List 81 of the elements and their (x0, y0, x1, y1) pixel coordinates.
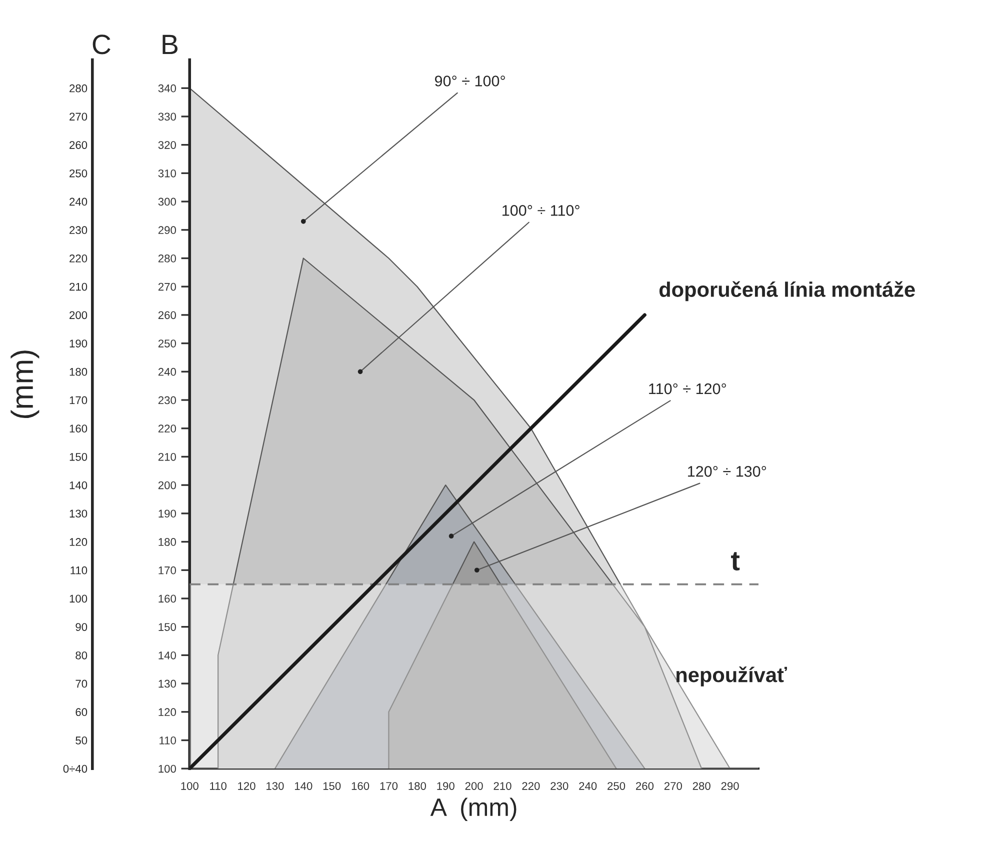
y-tick-label: 290 (158, 226, 176, 234)
x-tick-label: 180 (408, 782, 426, 790)
y2-tick-label: 160 (70, 424, 88, 432)
y-tick-label: 200 (158, 481, 176, 490)
y-tick-label: 310 (158, 169, 176, 178)
annotation: 110° ÷ 120° (649, 383, 726, 394)
y2-tick-label: 250 (70, 169, 88, 178)
x-tick-label: 250 (608, 782, 626, 790)
y-tick-label: 240 (158, 368, 176, 376)
x-tick-label: 260 (636, 782, 654, 790)
x-tick-label: 100 (181, 782, 198, 790)
y2-tick-label: 280 (70, 84, 88, 92)
x-tick-label: 160 (352, 782, 370, 790)
x-tick-label: 150 (323, 782, 341, 790)
y-tick-label: 160 (158, 594, 176, 603)
x-tick-label: 230 (550, 782, 568, 790)
y2-tick-label: 0÷40 (63, 764, 88, 773)
annotation: 120° ÷ 130° (688, 466, 766, 477)
y2-tick-label: 110 (70, 566, 88, 574)
x-tick-label: 140 (294, 782, 312, 790)
x-tick-label: 290 (721, 782, 739, 790)
y-tick-label: 250 (158, 340, 176, 348)
y2-tick-label: 60 (76, 708, 88, 716)
y-tick-label: 280 (158, 254, 176, 262)
x-tick-label: 190 (437, 782, 454, 790)
x-tick-label: 270 (664, 782, 682, 790)
annotation: 100° ÷ 110° (502, 205, 580, 216)
y2-tick-label: 100 (70, 594, 88, 603)
y-tick-label: 120 (158, 708, 176, 716)
y-tick-label: 300 (158, 198, 176, 206)
y2-tick-label: 120 (70, 538, 88, 546)
x-tick-label: 110 (210, 782, 226, 790)
x-tick-label: 280 (692, 782, 710, 790)
y2-tick-label: 190 (70, 340, 88, 348)
text: (mm) (10, 350, 40, 418)
y2-tick-label: 270 (70, 112, 88, 121)
y-axis-title: B (162, 34, 178, 54)
y-tick-label: 260 (158, 311, 176, 320)
y2-tick-label: 210 (70, 282, 88, 291)
y2-tick-label: 220 (70, 254, 88, 262)
y2-axis-title: C (92, 34, 110, 54)
x-tick-label: 120 (238, 782, 256, 790)
y2-tick-label: 150 (70, 452, 88, 461)
annotation: 90° ÷ 100° (434, 76, 505, 86)
x-tick-label: 240 (579, 782, 597, 790)
y2-tick-label: 230 (70, 226, 88, 234)
y-tick-label: 340 (158, 84, 176, 92)
y-tick-label: 130 (158, 680, 176, 688)
x-tick-label: 220 (522, 782, 540, 790)
x-tick-label: 210 (494, 782, 512, 790)
y2-tick-label: 140 (70, 481, 88, 490)
y2-tick-label: 130 (70, 510, 88, 518)
y-tick-label: 150 (158, 623, 176, 631)
y-tick-label: 170 (158, 566, 176, 574)
y-tick-label: 270 (158, 282, 176, 291)
y-tick-label: 330 (158, 112, 176, 121)
ref-line-label: t (731, 552, 740, 570)
band-label: nepoužívať (676, 666, 787, 686)
x-tick-label: 170 (380, 782, 398, 790)
y-tick-label: 230 (158, 396, 176, 404)
y-tick-label: 320 (158, 141, 176, 149)
y-tick-label: 190 (158, 510, 176, 518)
y-tick-label: 180 (158, 538, 176, 546)
series-label: doporučená línia montáže (659, 281, 915, 302)
y-tick-label: 110 (160, 736, 176, 744)
y2-tick-label: 90 (76, 623, 88, 631)
y-tick-label: 140 (158, 651, 176, 660)
y-tick-label: 210 (158, 452, 176, 461)
y2-tick-label: 50 (76, 736, 88, 744)
y2-tick-label: 180 (70, 368, 88, 376)
y-tick-label: 220 (158, 424, 176, 432)
x-tick-label: 130 (266, 782, 284, 790)
x-tick-label: 200 (465, 782, 483, 790)
y2-tick-label: 70 (76, 680, 88, 688)
y-tick-label: 100 (158, 764, 176, 773)
y2-tick-label: 240 (70, 198, 88, 206)
y2-tick-label: 260 (70, 141, 88, 149)
y2-tick-label: 200 (70, 311, 88, 320)
x-axis-title: A (mm) (430, 798, 516, 821)
y2-tick-label: 80 (76, 651, 88, 660)
y2-tick-label: 170 (70, 396, 88, 404)
